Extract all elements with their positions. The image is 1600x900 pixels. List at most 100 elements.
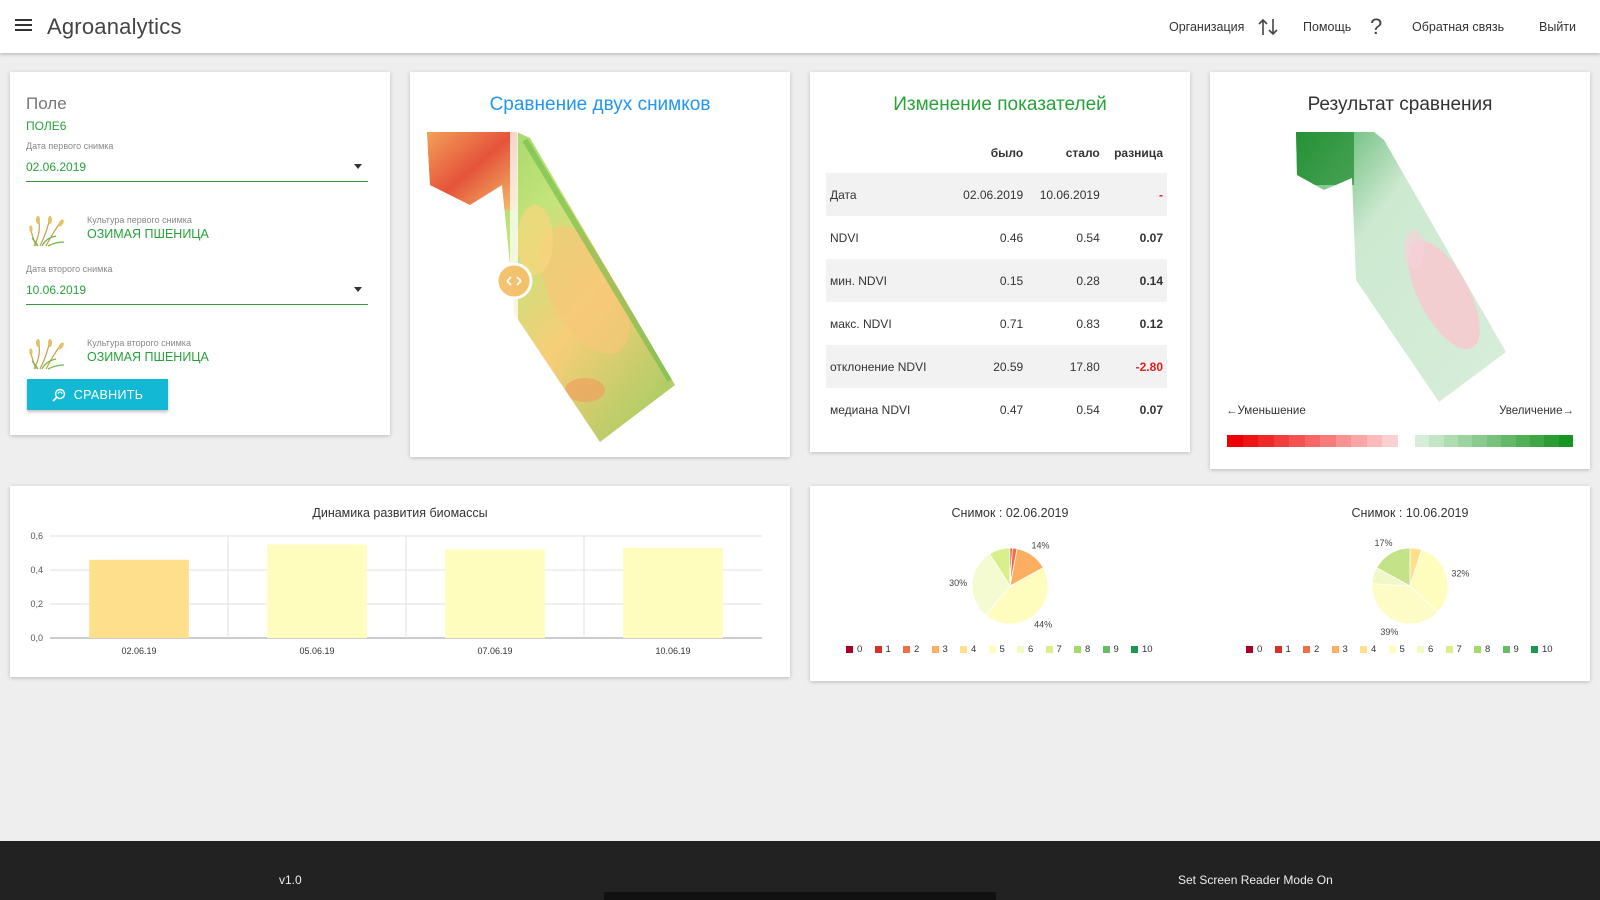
table-row: отклонение NDVI 20.59 17.80 -2.80 (826, 345, 1167, 388)
increase-scale-swatch (1443, 435, 1459, 447)
row-label: макс. NDVI (830, 316, 892, 331)
pie-slice[interactable] (971, 553, 1011, 616)
taskbar (604, 892, 996, 900)
decrease-scale-swatch (1382, 435, 1399, 447)
legend-item[interactable]: 9 (1102, 644, 1132, 655)
pie-slice-label: 30% (949, 578, 967, 588)
legend-item[interactable]: 7 (1045, 644, 1075, 655)
second-crop-label: Культура второго снимка (87, 338, 191, 348)
legend-label: 4 (1371, 644, 1377, 655)
comparison-result-map (1296, 132, 1506, 402)
legend-item[interactable]: 10 (1131, 644, 1160, 655)
chevron-down-icon (354, 164, 362, 169)
increase-scale-swatch (1515, 435, 1530, 447)
arrow-left-icon: ← (1226, 405, 1238, 417)
row-before: 02.06.2019 (950, 173, 1028, 216)
pie-legend-1: 0 1 2 3 4 5 6 7 8 9 10 (846, 644, 1160, 655)
legend-label: 5 (1399, 644, 1405, 655)
legend-item[interactable]: 6 (1017, 644, 1046, 655)
x-tick-label: 05.06.19 (299, 646, 334, 656)
legend-item[interactable]: 3 (1331, 644, 1361, 655)
legend-item[interactable]: 1 (874, 644, 904, 655)
first-date-select[interactable]: 02.06.2019 (26, 156, 368, 182)
nav-feedback[interactable]: Обратная связь (1412, 20, 1505, 34)
row-after: 0.54 (1076, 230, 1100, 245)
bar[interactable] (445, 549, 545, 638)
first-date-label: Дата первого снимка (26, 141, 114, 151)
legend-item[interactable]: 8 (1074, 644, 1103, 655)
bar[interactable] (623, 547, 723, 638)
nav-logout[interactable]: Выйти (1539, 20, 1577, 34)
legend-item[interactable]: 5 (1388, 644, 1418, 655)
table-header-row: было стало разница (826, 133, 1167, 173)
nav-organization[interactable]: Организация (1169, 20, 1245, 34)
legend-item[interactable]: 2 (903, 644, 932, 655)
indicators-title: Изменение показателей (893, 94, 1107, 115)
pie-slice-label: 44% (1034, 620, 1052, 630)
legend-label: 6 (1028, 644, 1034, 655)
field-ndvi-map (427, 130, 675, 445)
pie-slice[interactable] (989, 547, 1011, 588)
increase-scale-swatch (1429, 435, 1444, 447)
legend-swatch (1017, 646, 1024, 653)
legend-item[interactable]: 0 (1246, 644, 1275, 655)
legend-item[interactable]: 5 (988, 644, 1018, 655)
compare-images-title: Сравнение двух снимков (489, 94, 711, 115)
legend-label: 3 (942, 644, 948, 655)
legend-item[interactable]: 4 (960, 644, 989, 655)
app-title: Agroanalytics (47, 14, 182, 39)
pie-slice[interactable] (1409, 549, 1449, 613)
field-card: Поле ПОЛЕ6 Дата первого снимка 02.06.201… (10, 72, 390, 435)
pie-legend-2: 0 1 2 3 4 5 6 7 8 9 10 (1246, 644, 1560, 655)
decrease-label: ←Уменьшение (1226, 405, 1306, 417)
nav-help[interactable]: Помощь (1303, 20, 1352, 34)
decrease-scale-swatch (1227, 435, 1243, 447)
bar[interactable] (267, 544, 367, 639)
legend-item[interactable]: 9 (1502, 644, 1532, 655)
y-tick-label: 0,4 (30, 565, 43, 575)
legend-swatch (1360, 646, 1367, 653)
legend-item[interactable]: 4 (1360, 644, 1389, 655)
indicators-card: Изменение показателей было стало разница… (810, 72, 1190, 452)
compare-icon (52, 388, 65, 402)
hamburger-menu-icon[interactable] (15, 19, 32, 33)
legend-swatch (846, 646, 853, 653)
legend-swatch (931, 646, 939, 653)
legend-item[interactable]: 8 (1474, 644, 1503, 655)
help-icon[interactable]: ? (1370, 14, 1383, 39)
row-before: 0.46 (999, 230, 1024, 245)
comparison-slider-handle[interactable] (497, 264, 531, 298)
screen-reader-toggle[interactable]: Set Screen Reader Mode On (1178, 873, 1333, 887)
second-date-select[interactable]: 10.06.2019 (26, 279, 368, 305)
legend-item[interactable]: 10 (1531, 644, 1560, 655)
decrease-scale-swatch (1351, 435, 1367, 447)
legend-item[interactable]: 3 (931, 644, 961, 655)
row-label: мин. NDVI (826, 259, 951, 302)
legend-item[interactable]: 1 (1274, 644, 1304, 655)
increase-label: Увеличение→ (1499, 405, 1574, 417)
legend-item[interactable]: 7 (1445, 644, 1475, 655)
legend-label: 4 (971, 644, 977, 655)
legend-item[interactable]: 6 (1417, 644, 1446, 655)
bar[interactable] (89, 559, 189, 638)
decrease-scale-swatch (1304, 435, 1321, 447)
legend-swatch (1246, 646, 1253, 653)
legend-item[interactable]: 0 (846, 644, 875, 655)
pie-slice-label: 14% (1032, 541, 1050, 551)
legend-label: 0 (857, 644, 863, 655)
compare-button[interactable]: СРАВНИТЬ (27, 379, 168, 410)
pie-chart-2-title: Снимок : 10.06.2019 (1351, 506, 1469, 520)
legend-label: 1 (1285, 644, 1291, 655)
legend-item[interactable]: 2 (1303, 644, 1332, 655)
pie-slice[interactable] (1371, 583, 1439, 625)
decrease-scale-swatch (1289, 435, 1305, 447)
row-before: 0.15 (950, 259, 1028, 302)
row-diff: 0.12 (1139, 316, 1163, 331)
pie-chart-1: 14% 44% 30% (949, 541, 1052, 630)
legend-label: 0 (1257, 644, 1263, 655)
y-tick-label: 0,0 (30, 633, 43, 643)
switch-organization-icon[interactable] (1258, 17, 1280, 37)
table-header-diff: разница (1114, 146, 1163, 160)
pie-slice[interactable] (1376, 547, 1411, 587)
pie-slice[interactable] (985, 567, 1049, 625)
